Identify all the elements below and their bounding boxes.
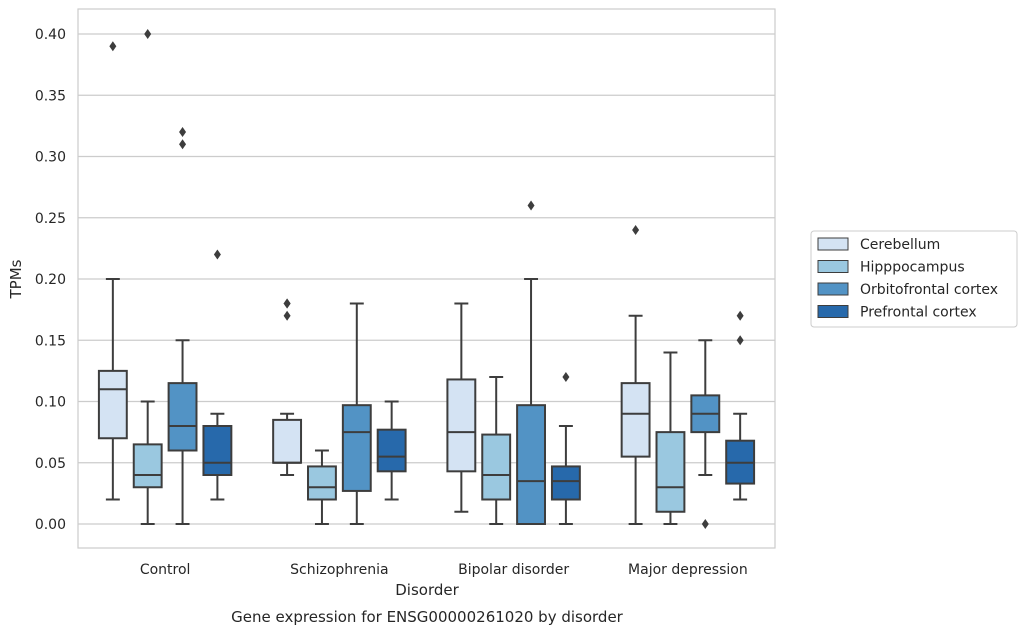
legend-items: Cerebellum Hipppocampus Orbitofrontal cort… [817, 237, 998, 321]
legend-label: Cerebellum [860, 237, 940, 253]
outlier-point [144, 29, 152, 39]
y-tick-label: 0.00 [35, 517, 66, 533]
legend-frame [810, 230, 1018, 328]
x-axis-title: Disorder [395, 581, 459, 599]
y-tick-label: 0.40 [35, 27, 66, 43]
box-group [655, 351, 686, 525]
box-group [690, 339, 721, 529]
box [446, 378, 477, 473]
legend: Cerebellum Hipppocampus Orbitofrontal cort… [810, 230, 1018, 328]
box [97, 369, 128, 440]
box-group [620, 225, 651, 525]
legend-swatch [817, 305, 849, 318]
outlier-point [736, 335, 744, 346]
box [481, 433, 512, 501]
y-axis-title: TPMs [7, 259, 25, 299]
legend-label: Orbitofrontal cortex [860, 282, 998, 298]
y-tick-label: 0.30 [35, 150, 66, 166]
box-group [307, 449, 337, 525]
legend-swatch [817, 237, 849, 251]
box [341, 404, 372, 492]
box-group [272, 298, 303, 476]
outlier-point [179, 127, 187, 137]
box [132, 443, 163, 489]
y-tick-label: 0.20 [35, 272, 66, 288]
box-group [550, 372, 581, 525]
outlier-point [179, 139, 187, 150]
outlier-point [632, 225, 640, 235]
box [202, 425, 233, 476]
x-tick-label: Bipolar disorder [458, 562, 569, 578]
x-tick-label: Major depression [628, 562, 748, 578]
y-tick-label: 0.25 [35, 211, 66, 227]
box [516, 404, 546, 525]
box-group [132, 29, 163, 525]
legend-label: Hipppocampus [860, 260, 965, 276]
y-tick-labels: 0.00 0.05 0.10 0.15 0.20 0.25 0.30 0.35 0.40 [35, 27, 66, 533]
x-tick-label: Schizophrenia [290, 562, 388, 578]
y-tick-label: 0.05 [35, 456, 66, 472]
box-group [516, 200, 546, 525]
legend-swatch [817, 260, 849, 273]
chart-caption: Gene expression for ENSG00000261020 by d… [231, 608, 624, 626]
box [167, 382, 198, 452]
box-group [97, 41, 128, 501]
x-tick-labels: Control Schizophrenia Bipolar disorder Majo… [140, 562, 748, 578]
box-group [446, 302, 477, 513]
box [620, 382, 651, 458]
box-group [202, 249, 233, 501]
box [376, 428, 407, 473]
box [550, 465, 581, 501]
x-tick-label: Control [140, 562, 191, 578]
legend-swatch [817, 282, 849, 296]
y-tick-label: 0.15 [35, 333, 66, 349]
box [307, 465, 337, 501]
box-group [481, 376, 512, 525]
box [655, 431, 686, 513]
box-group [376, 400, 407, 501]
outlier-point [701, 519, 709, 529]
box-group [341, 302, 372, 525]
box [272, 418, 303, 464]
outlier-point [213, 249, 221, 260]
outlier-point [736, 310, 744, 321]
legend-label: Prefrontal cortex [860, 305, 977, 321]
box-group [167, 127, 198, 525]
box-group [725, 310, 756, 501]
y-tick-label: 0.10 [35, 395, 66, 411]
outlier-point [283, 298, 291, 309]
outlier-point [283, 310, 291, 321]
plot-frame [77, 8, 776, 549]
outlier-point [527, 200, 535, 211]
y-tick-label: 0.35 [35, 88, 66, 104]
outlier-point [109, 41, 117, 52]
outlier-point [562, 372, 570, 382]
boxes [97, 29, 756, 529]
